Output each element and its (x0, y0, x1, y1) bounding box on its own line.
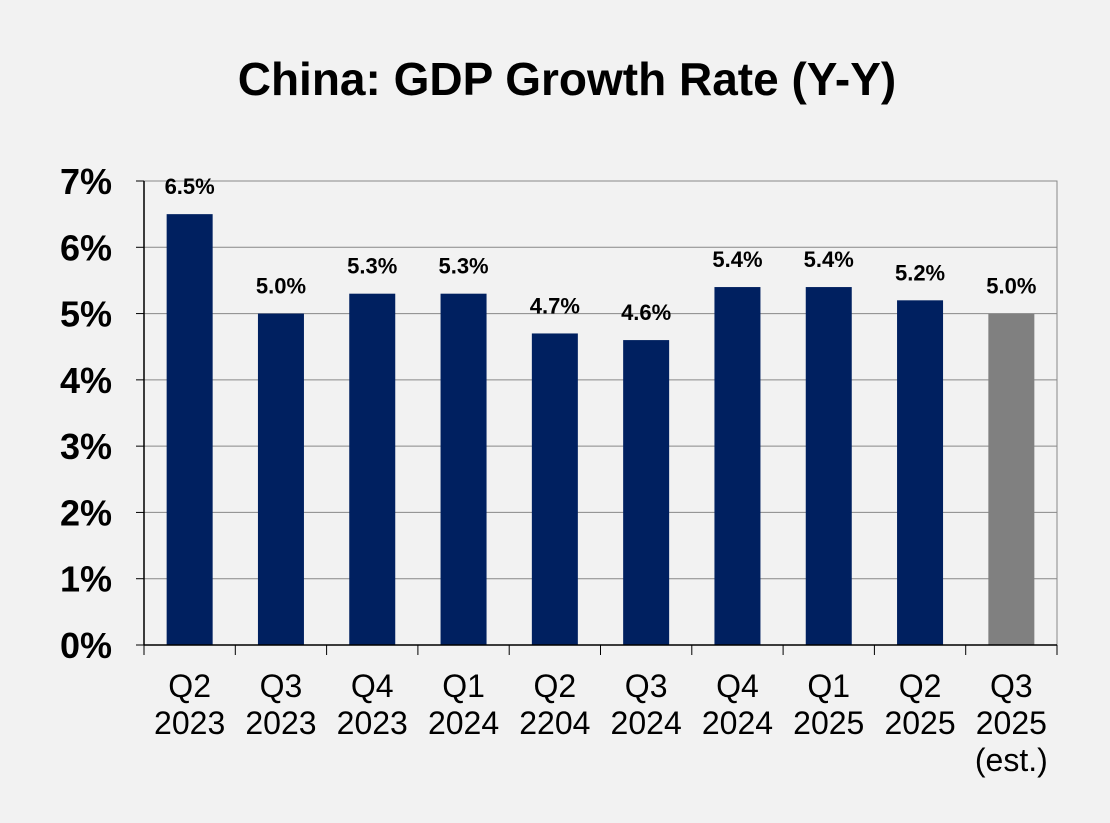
x-tick-label: Q2 (534, 668, 577, 704)
x-tick-label: Q1 (807, 668, 850, 704)
x-tick-label: Q1 (442, 668, 485, 704)
data-label: 4.7% (530, 293, 580, 318)
x-tick-label: 2025 (884, 705, 955, 741)
y-tick-label: 3% (60, 426, 112, 467)
bar (166, 214, 213, 645)
x-tick-label: Q4 (351, 668, 394, 704)
y-tick-label: 2% (60, 492, 112, 533)
x-tick-label: 2025 (976, 705, 1047, 741)
x-tick-label: Q4 (716, 668, 759, 704)
bar (714, 287, 761, 645)
y-tick-label: 7% (60, 161, 112, 202)
data-label: 5.3% (347, 254, 397, 279)
y-tick-label: 6% (60, 227, 112, 268)
bar (897, 300, 944, 645)
data-label: 6.5% (165, 174, 215, 199)
y-axis-ticks: 0% 1% 2% 3% 4% 5% 6% 7% (60, 161, 112, 666)
y-tick-label: 4% (60, 360, 112, 401)
x-tick-label: Q3 (990, 668, 1033, 704)
x-tick-label: 2024 (428, 705, 499, 741)
bars (166, 214, 1035, 645)
x-tick-label: Q3 (260, 668, 303, 704)
y-tick-label: 1% (60, 559, 112, 600)
data-label: 5.2% (895, 260, 945, 285)
x-axis-ticks: Q22023Q32023Q42023Q12024Q22204Q32024Q420… (154, 668, 1048, 778)
x-tick-label: (est.) (975, 742, 1048, 778)
x-tick-label: 2023 (337, 705, 408, 741)
y-tick-label: 0% (60, 625, 112, 666)
bar (988, 313, 1035, 645)
x-tick-label: Q3 (625, 668, 668, 704)
bar (623, 340, 670, 645)
x-tick-label: 2025 (793, 705, 864, 741)
data-label: 5.0% (256, 274, 306, 299)
bar (440, 293, 487, 645)
x-tick-label: 2024 (611, 705, 682, 741)
data-label: 5.4% (712, 247, 762, 272)
x-tick-label: 2023 (245, 705, 316, 741)
data-label: 5.4% (804, 247, 854, 272)
bar (349, 293, 396, 645)
x-tick-label: 2024 (702, 705, 773, 741)
data-label: 4.6% (621, 300, 671, 325)
x-tick-label: 2023 (154, 705, 225, 741)
x-tick-label: Q2 (899, 668, 942, 704)
data-label: 5.0% (986, 274, 1036, 299)
data-label: 5.3% (438, 254, 488, 279)
bar (531, 333, 578, 645)
y-tick-label: 5% (60, 294, 112, 335)
axes (136, 180, 1058, 655)
x-tick-label: Q2 (168, 668, 211, 704)
x-tick-label: 2204 (519, 705, 590, 741)
bar (257, 313, 304, 645)
bar (805, 287, 852, 645)
data-labels: 6.5% 5.0% 5.3% 5.3% 4.7% 4.6% 5.4% 5.4% 5.2% 5.0% (165, 174, 1037, 325)
chart-title: China: GDP Growth Rate (Y-Y) (238, 53, 897, 105)
